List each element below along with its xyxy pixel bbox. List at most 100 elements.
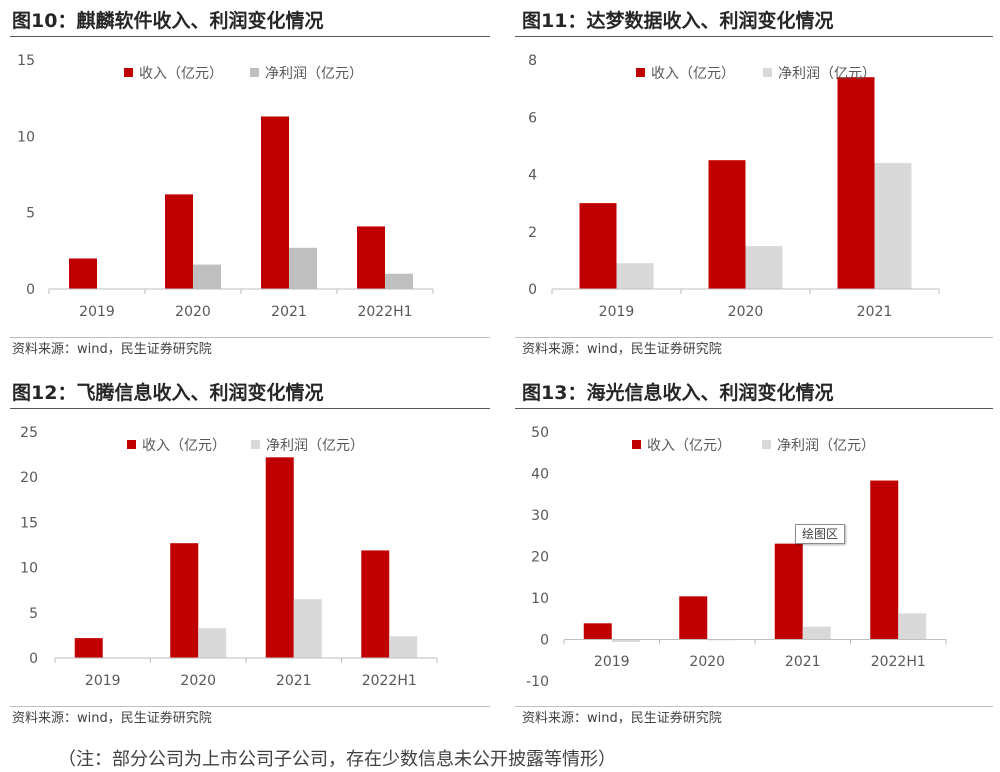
revenue-legend-swatch xyxy=(127,440,136,449)
y-tick-label: 50 xyxy=(531,425,549,441)
category-label: 2022H1 xyxy=(357,304,412,320)
source-text: 资料来源：wind，民生证券研究院 xyxy=(12,342,212,357)
y-tick-label: 20 xyxy=(20,470,38,486)
category-label: 2020 xyxy=(175,304,211,320)
y-tick-label: 4 xyxy=(528,168,537,184)
bar-chart-hygon: -10 0 10 20 30 40 50 2019 2020 2021 2022H1 收入（亿元） 净利… xyxy=(526,425,947,690)
category-label: 2021 xyxy=(857,304,893,320)
net-profit-bar xyxy=(289,247,317,289)
net-profit-bar xyxy=(898,613,927,640)
y-tick-label: 0 xyxy=(29,651,38,667)
y-tick-label: 15 xyxy=(17,53,35,69)
y-tick-label: 5 xyxy=(29,606,38,622)
y-tick-label: 5 xyxy=(26,206,35,222)
revenue-bar xyxy=(579,203,617,289)
source-text: 资料来源：wind，民生证券研究院 xyxy=(522,342,722,357)
y-tick-label: 30 xyxy=(531,508,549,524)
net-profit-legend-swatch xyxy=(762,440,771,449)
net-profit-bar xyxy=(616,263,654,289)
y-tick-label: 2 xyxy=(528,225,537,241)
y-tick-label: 15 xyxy=(20,515,38,531)
bar-chart-kylin: 0 5 10 15 2019 2020 2021 2022H1 收入（亿元） 净利润（亿元） xyxy=(17,53,434,320)
source-rule xyxy=(10,337,490,338)
net-profit-legend-label: 净利润（亿元） xyxy=(778,66,876,82)
chart-title: 图13：海光信息收入、利润变化情况 xyxy=(522,382,834,404)
chart-title: 图10：麒麟软件收入、利润变化情况 xyxy=(12,10,324,32)
y-tick-label: 20 xyxy=(531,550,549,566)
category-label: 2019 xyxy=(79,304,115,320)
y-tick-label: 10 xyxy=(531,591,549,607)
revenue-bar xyxy=(679,596,708,640)
category-label: 2019 xyxy=(85,673,121,689)
y-tick-label: 10 xyxy=(20,561,38,577)
revenue-legend-label: 收入（亿元） xyxy=(142,438,226,454)
y-tick-label: 6 xyxy=(528,110,537,126)
revenue-legend-swatch xyxy=(124,68,133,77)
y-tick-label: 40 xyxy=(531,467,549,483)
net-profit-bar xyxy=(293,599,322,658)
net-profit-bar xyxy=(745,246,783,289)
net-profit-bar xyxy=(874,163,912,289)
revenue-legend-swatch xyxy=(636,68,645,77)
source-rule xyxy=(515,337,993,338)
revenue-bar xyxy=(74,638,103,658)
source-rule xyxy=(10,706,490,707)
net-profit-legend-swatch xyxy=(250,68,259,77)
revenue-legend-label: 收入（亿元） xyxy=(139,66,223,82)
net-profit-bar xyxy=(198,628,227,658)
category-label: 2020 xyxy=(728,304,764,320)
net-profit-bar xyxy=(193,264,221,289)
revenue-bar xyxy=(583,623,612,640)
title-rule xyxy=(515,36,993,37)
title-rule xyxy=(10,408,490,409)
revenue-bar xyxy=(165,194,193,289)
net-profit-legend-swatch xyxy=(763,68,772,77)
category-label: 2020 xyxy=(689,654,725,670)
revenue-bar xyxy=(69,258,97,289)
y-tick-label: 25 xyxy=(20,425,38,441)
y-tick-label: 0 xyxy=(528,282,537,298)
category-label: 2019 xyxy=(594,654,630,670)
net-profit-bar xyxy=(389,636,418,658)
category-label: 2021 xyxy=(785,654,821,670)
category-label: 2022H1 xyxy=(871,654,926,670)
net-profit-legend-label: 净利润（亿元） xyxy=(265,66,363,82)
category-label: 2019 xyxy=(599,304,635,320)
revenue-bar xyxy=(837,77,875,289)
y-tick-label: -10 xyxy=(526,674,549,690)
y-tick-label: 8 xyxy=(528,53,537,69)
category-label: 2021 xyxy=(271,304,307,320)
net-profit-bar xyxy=(385,273,413,289)
net-profit-legend-swatch xyxy=(251,440,260,449)
revenue-legend-label: 收入（亿元） xyxy=(647,438,731,454)
chart-panel-phytium: 0 5 10 15 20 25 2019 2020 2021 2022H1 收入（亿元） 净利润（亿元… xyxy=(0,372,500,732)
category-label: 2022H1 xyxy=(362,673,417,689)
net-profit-legend-label: 净利润（亿元） xyxy=(777,438,875,454)
revenue-bar xyxy=(870,480,899,640)
revenue-legend-label: 收入（亿元） xyxy=(651,66,735,82)
y-tick-label: 10 xyxy=(17,129,35,145)
category-label: 2021 xyxy=(276,673,312,689)
title-rule xyxy=(10,36,490,37)
revenue-legend-swatch xyxy=(632,440,641,449)
y-tick-label: 0 xyxy=(540,633,549,649)
bar-chart-phytium: 0 5 10 15 20 25 2019 2020 2021 2022H1 收入（亿元） 净利润（亿元… xyxy=(20,425,438,689)
revenue-bar xyxy=(708,160,746,289)
revenue-bar xyxy=(265,457,294,658)
title-rule xyxy=(515,408,993,409)
net-profit-bar xyxy=(611,639,640,642)
chart-panel-kylin: 0 5 10 15 2019 2020 2021 2022H1 收入（亿元） 净利润（亿元） 图1… xyxy=(0,0,500,365)
y-tick-label: 0 xyxy=(26,282,35,298)
footnote: （注：部分公司为上市公司子公司，存在少数信息未公开披露等情形） xyxy=(58,749,616,770)
net-profit-legend-label: 净利润（亿元） xyxy=(266,438,364,454)
revenue-bar xyxy=(774,543,803,640)
chart-panel-hygon: -10 0 10 20 30 40 50 2019 2020 2021 2022H1 收入（亿元） 净利… xyxy=(510,372,1000,732)
chart-title: 图12：飞腾信息收入、利润变化情况 xyxy=(12,382,324,404)
revenue-bar xyxy=(261,116,289,289)
chart-title: 图11：达梦数据收入、利润变化情况 xyxy=(522,10,834,32)
net-profit-bar xyxy=(802,626,831,640)
source-rule xyxy=(515,706,993,707)
source-text: 资料来源：wind，民生证券研究院 xyxy=(12,711,212,726)
source-text: 资料来源：wind，民生证券研究院 xyxy=(522,711,722,726)
chart-panel-dameng: 0 2 4 6 8 2019 2020 2021 收入（亿元） 净利润（亿元） 图11：达梦数据收… xyxy=(510,0,1000,365)
